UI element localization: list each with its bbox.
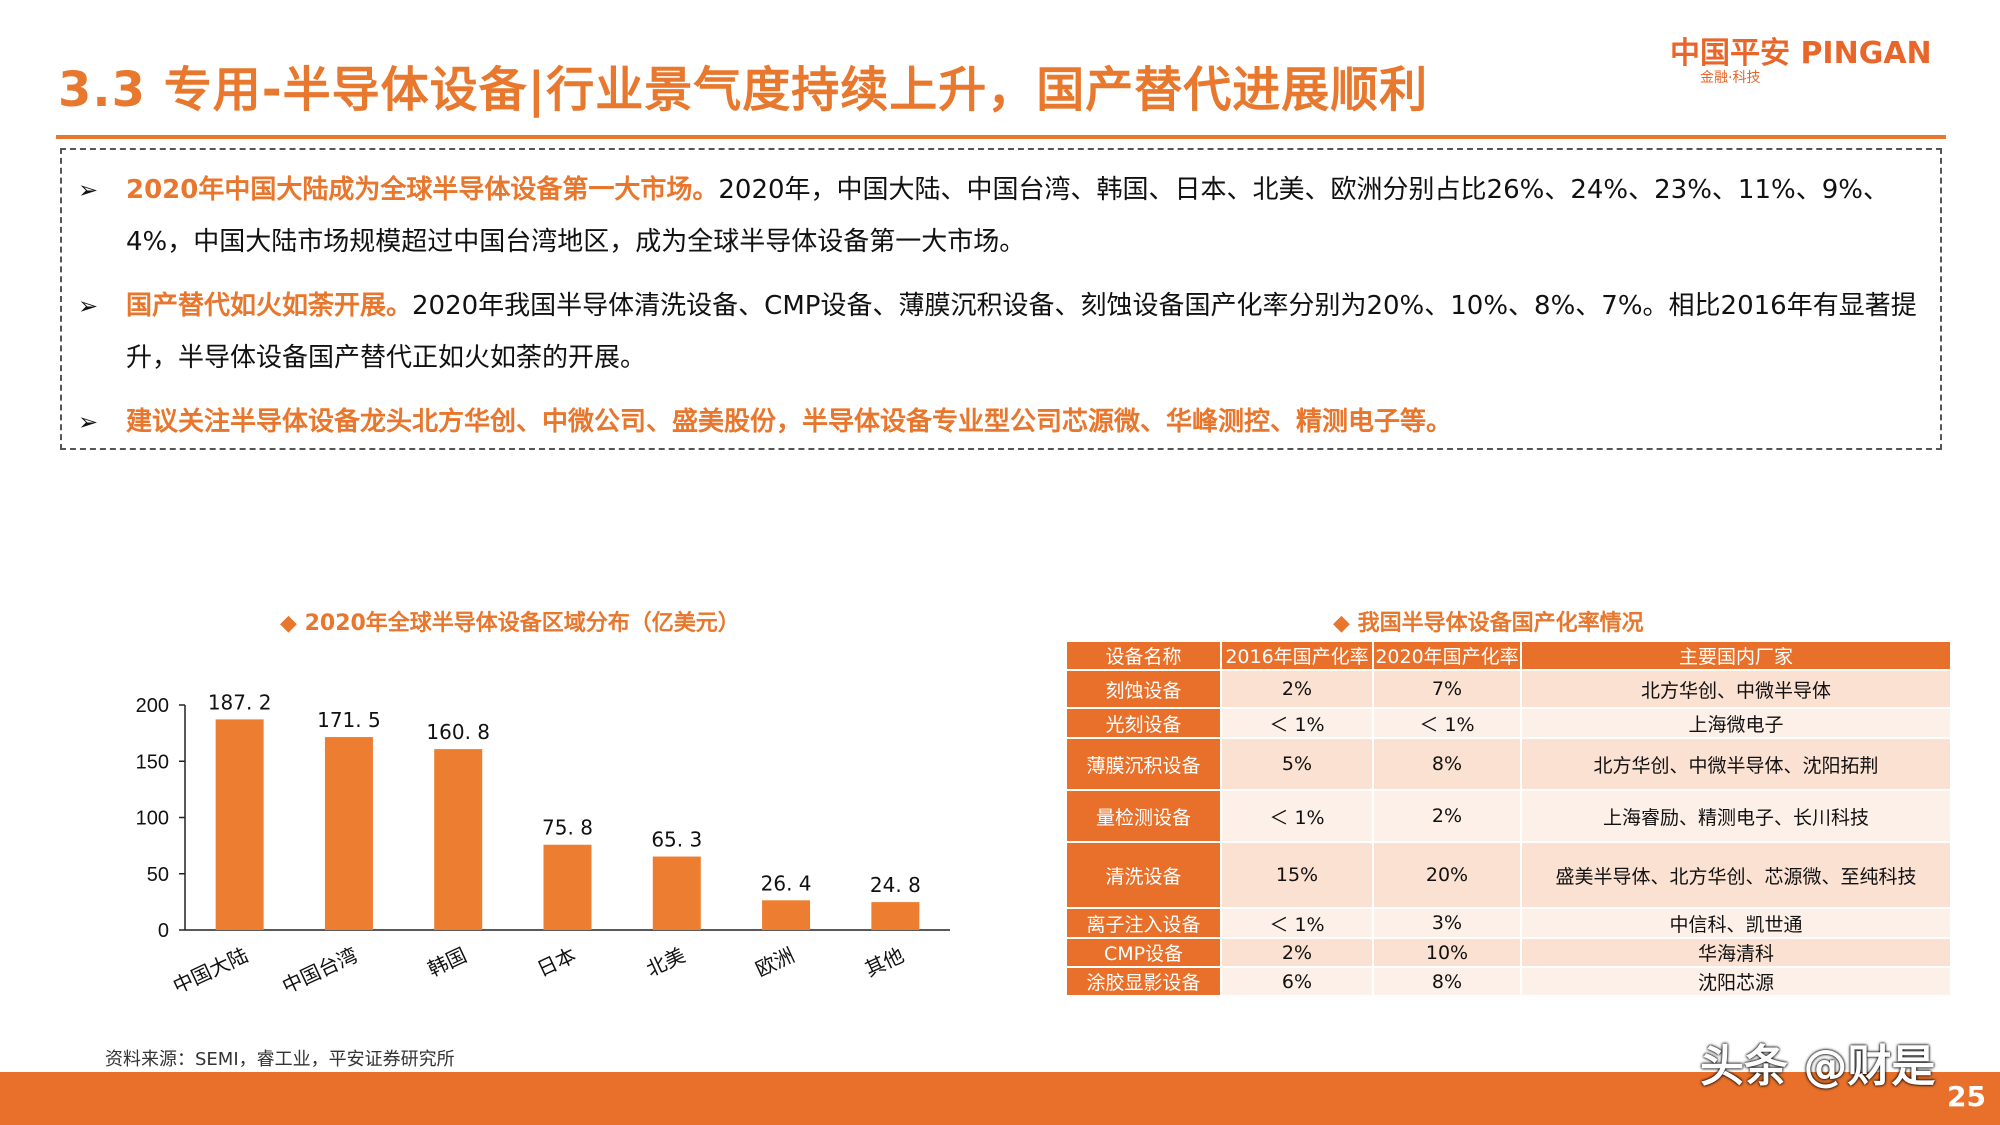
- table-row: 清洗设备 15% 20% 盛美半导体、北方华创、芯源微、至纯科技: [1065, 841, 1952, 909]
- equipment-name: 离子注入设备: [1065, 907, 1222, 939]
- bar: [215, 719, 264, 930]
- category-label: 中国大陆: [169, 943, 252, 999]
- rate-2016: 5%: [1220, 737, 1374, 791]
- arrow-icon: ➢: [78, 292, 99, 320]
- bar: [871, 902, 920, 930]
- title-divider: [56, 135, 1946, 139]
- bullet-3-highlight: 建议关注半导体设备龙头北方华创、中微公司、盛美股份，半导体设备专业型公司芯源微、…: [126, 407, 1453, 437]
- table-row: 刻蚀设备 2% 7% 北方华创、中微半导体: [1065, 669, 1952, 709]
- domestic-makers: 北方华创、中微半导体、沈阳拓荆: [1520, 737, 1952, 791]
- y-tick-label: 50: [147, 864, 169, 886]
- rate-2016: ＜ 1%: [1220, 789, 1374, 843]
- table-row: 涂胶显影设备 6% 8% 沈阳芯源: [1065, 966, 1952, 997]
- table-row: 光刻设备＜ 1% ＜ 1% 上海微电子: [1065, 707, 1952, 739]
- rate-2020: 3%: [1372, 907, 1522, 939]
- y-tick-label: 200: [136, 695, 169, 717]
- rate-2020: 20%: [1372, 841, 1522, 909]
- arrow-icon: ➢: [78, 408, 99, 436]
- category-label: 其他: [861, 943, 907, 982]
- bullet-2-highlight: 国产替代如火如荼开展。: [126, 291, 413, 321]
- rate-2020: 7%: [1372, 669, 1522, 709]
- category-label: 中国台湾: [278, 943, 361, 999]
- equipment-name: 薄膜沉积设备: [1065, 737, 1222, 791]
- table-row: 离子注入设备＜ 1% 3% 中信科、凯世通: [1065, 907, 1952, 939]
- equipment-name: 光刻设备: [1065, 707, 1222, 739]
- equipment-name: 量检测设备: [1065, 789, 1222, 843]
- data-label: 171. 5: [317, 708, 381, 732]
- table-title: ◆ 我国半导体设备国产化率情况: [1333, 611, 1644, 636]
- equipment-name: CMP设备: [1065, 937, 1222, 968]
- arrow-icon: ➢: [78, 176, 99, 204]
- chart-title: ◆ 2020年全球半导体设备区域分布（亿美元）: [280, 611, 740, 636]
- watermark: 头条 @财是: [1700, 1041, 1936, 1092]
- rate-2020: ＜ 1%: [1372, 707, 1522, 739]
- header-cell: 主要国内厂家: [1520, 640, 1952, 671]
- bar: [652, 856, 701, 930]
- table-row: CMP设备 2% 10% 华海清科: [1065, 937, 1952, 968]
- data-label: 65. 3: [651, 828, 702, 852]
- domestic-makers: 华海清科: [1520, 937, 1952, 968]
- rate-2016: 6%: [1220, 966, 1374, 997]
- bar: [324, 737, 373, 930]
- bullet-2-text: 2020年我国半导体清洗设备、CMP设备、薄膜沉积设备、刻蚀设备国产化率分别为2…: [126, 291, 1917, 373]
- data-label: 26. 4: [761, 871, 812, 895]
- rate-2016: 2%: [1220, 937, 1374, 968]
- bar: [434, 749, 483, 930]
- domestic-makers: 北方华创、中微半导体: [1520, 669, 1952, 709]
- y-tick-label: 0: [158, 920, 169, 942]
- rate-2016: 2%: [1220, 669, 1374, 709]
- table-row: 量检测设备＜ 1% 2% 上海睿励、精测电子、长川科技: [1065, 789, 1952, 843]
- domestic-makers: 中信科、凯世通: [1520, 907, 1952, 939]
- table-header-row: 设备名称 2016年国产化率 2020年国产化率 主要国内厂家: [1065, 640, 1952, 671]
- bullet-2: ➢ 国产替代如火如荼开展。2020年我国半导体清洗设备、CMP设备、薄膜沉积设备…: [78, 280, 1918, 384]
- source-note: 资料来源：SEMI，睿工业，平安证券研究所: [105, 1049, 455, 1070]
- rate-2020: 8%: [1372, 737, 1522, 791]
- summary-box: ➢ 2020年中国大陆成为全球半导体设备第一大市场。2020年，中国大陆、中国台…: [60, 148, 1942, 450]
- rate-2020: 2%: [1372, 789, 1522, 843]
- domestic-makers: 盛美半导体、北方华创、芯源微、至纯科技: [1520, 841, 1952, 909]
- rate-2020: 10%: [1372, 937, 1522, 968]
- y-tick-label: 100: [136, 808, 169, 830]
- header-cell: 2016年国产化率: [1220, 640, 1374, 671]
- bullet-1-text: 2020年，中国大陆、中国台湾、韩国、日本、北美、欧洲分别占比26%、24%、2…: [126, 175, 1889, 257]
- pingan-logo: 中国平安 PINGAN: [1670, 36, 1932, 71]
- region-bar-chart: 200 150 100 50 0 187. 2 中国大陆 171. 5 中国台湾 160. 8 韩国…: [136, 690, 950, 999]
- header-cell: 2020年国产化率: [1372, 640, 1522, 671]
- bullet-3: ➢ 建议关注半导体设备龙头北方华创、中微公司、盛美股份，半导体设备专业型公司芯源…: [78, 396, 1918, 448]
- bullet-1: ➢ 2020年中国大陆成为全球半导体设备第一大市场。2020年，中国大陆、中国台…: [78, 164, 1918, 268]
- category-label: 日本: [533, 943, 579, 982]
- category-label: 欧洲: [752, 943, 798, 982]
- page-number: 25: [1947, 1080, 1986, 1113]
- rate-2020: 8%: [1372, 966, 1522, 997]
- header-cell: 设备名称: [1065, 640, 1222, 671]
- logo-subtitle: 金融·科技: [1700, 70, 1761, 86]
- y-tick-label: 150: [136, 751, 169, 773]
- rate-2016: ＜ 1%: [1220, 707, 1374, 739]
- bar: [762, 900, 811, 930]
- equipment-name: 刻蚀设备: [1065, 669, 1222, 709]
- domestic-makers: 上海睿励、精测电子、长川科技: [1520, 789, 1952, 843]
- equipment-name: 清洗设备: [1065, 841, 1222, 909]
- category-label: 韩国: [424, 943, 470, 982]
- category-label: 北美: [643, 943, 689, 982]
- footer-bar: [0, 1072, 2000, 1125]
- localization-table: 设备名称 2016年国产化率 2020年国产化率 主要国内厂家 刻蚀设备 2% 7%…: [1065, 640, 1952, 997]
- data-label: 75. 8: [542, 816, 593, 840]
- equipment-name: 涂胶显影设备: [1065, 966, 1222, 997]
- bullet-1-highlight: 2020年中国大陆成为全球半导体设备第一大市场。: [126, 175, 719, 205]
- data-label: 160. 8: [426, 720, 490, 744]
- domestic-makers: 沈阳芯源: [1520, 966, 1952, 997]
- rate-2016: 15%: [1220, 841, 1374, 909]
- table-row: 薄膜沉积设备 5% 8% 北方华创、中微半导体、沈阳拓荆: [1065, 737, 1952, 791]
- page-title: 3.3 专用-半导体设备|行业景气度持续上升，国产替代进展顺利: [58, 62, 1429, 118]
- data-label: 187. 2: [208, 690, 272, 714]
- domestic-makers: 上海微电子: [1520, 707, 1952, 739]
- bar: [543, 844, 592, 930]
- data-label: 24. 8: [870, 873, 921, 897]
- rate-2016: ＜ 1%: [1220, 907, 1374, 939]
